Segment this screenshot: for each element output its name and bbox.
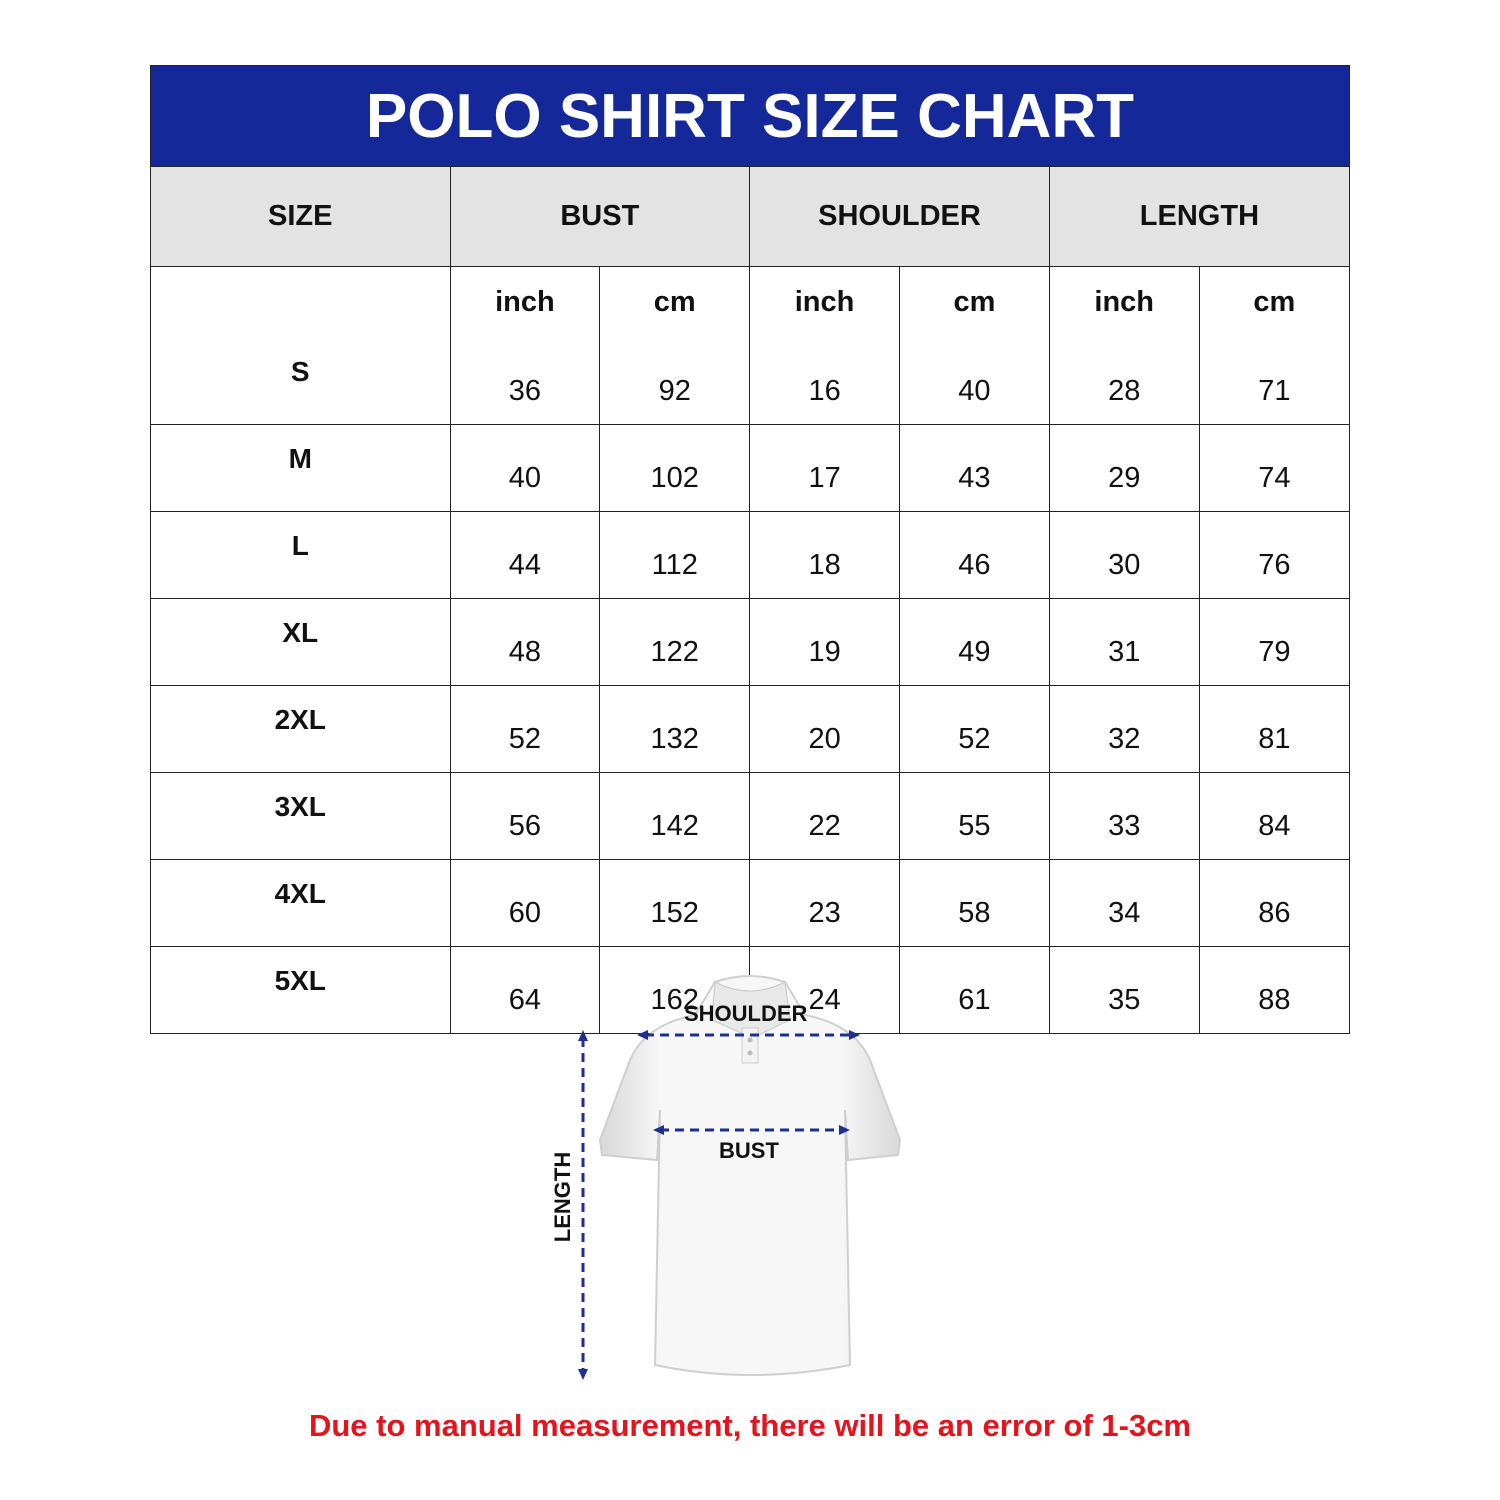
value-cell: 56: [449, 772, 601, 860]
header-length: LENGTH: [1048, 167, 1349, 267]
unit-cell: inch: [1048, 266, 1200, 338]
table-row: 4XL 60 152 23 58 34 86: [151, 859, 1349, 947]
size-cell: 4XL: [151, 859, 451, 947]
value-cell: 20: [749, 685, 900, 773]
shirt-collar: [711, 981, 791, 1039]
value-cell: 76: [1198, 511, 1349, 599]
table-row: S 36 92 16 40 28 71: [151, 338, 1349, 425]
value-cell: 28: [1048, 338, 1200, 425]
value-cell: 132: [599, 685, 751, 773]
value-cell: 43: [898, 424, 1050, 512]
value-cell: 71: [1198, 338, 1349, 425]
value-cell: 16: [749, 338, 900, 425]
value-cell: 142: [599, 772, 751, 860]
size-cell: M: [151, 424, 451, 512]
value-cell: 64: [449, 946, 601, 1033]
length-label: LENGTH: [550, 1151, 576, 1243]
table-row: 2XL 52 132 20 52 32 81: [151, 685, 1349, 773]
value-cell: 86: [1198, 859, 1349, 947]
header-bust: BUST: [449, 167, 751, 267]
value-cell: 61: [898, 946, 1050, 1033]
value-cell: 34: [1048, 859, 1200, 947]
unit-row: inch cm inch cm inch cm: [151, 266, 1349, 338]
value-cell: 19: [749, 598, 900, 686]
shirt-measurement-diagram: SHOULDER BUST LENGTH: [540, 960, 960, 1400]
unit-cell: inch: [449, 266, 601, 338]
value-cell: 32: [1048, 685, 1200, 773]
value-cell: 31: [1048, 598, 1200, 686]
value-cell: 92: [599, 338, 751, 425]
value-cell: 35: [1048, 946, 1200, 1033]
value-cell: 36: [449, 338, 601, 425]
value-cell: 74: [1198, 424, 1349, 512]
polo-shirt-illustration: [578, 975, 902, 1380]
value-cell: 23: [749, 859, 900, 947]
unit-blank: [151, 266, 451, 338]
size-cell: 2XL: [151, 685, 451, 773]
value-cell: 81: [1198, 685, 1349, 773]
bust-label: BUST: [719, 1138, 779, 1163]
table-row: M 40 102 17 43 29 74: [151, 424, 1349, 512]
value-cell: 48: [449, 598, 601, 686]
value-cell: 102: [599, 424, 751, 512]
unit-cell: cm: [898, 266, 1050, 338]
value-cell: 52: [449, 685, 601, 773]
table-row: XL 48 122 19 49 31 79: [151, 598, 1349, 686]
value-cell: 79: [1198, 598, 1349, 686]
value-cell: 122: [599, 598, 751, 686]
size-cell: 3XL: [151, 772, 451, 860]
value-cell: 40: [449, 424, 601, 512]
unit-cell: inch: [749, 266, 900, 338]
size-cell: 5XL: [151, 946, 451, 1033]
value-cell: 30: [1048, 511, 1200, 599]
value-cell: 88: [1198, 946, 1349, 1033]
size-cell: S: [151, 338, 451, 425]
size-chart: POLO SHIRT SIZE CHART SIZE BUST SHOULDER…: [150, 65, 1350, 1034]
table-row: 3XL 56 142 22 55 33 84: [151, 772, 1349, 860]
value-cell: 18: [749, 511, 900, 599]
size-table: SIZE BUST SHOULDER LENGTH inch cm inch c…: [151, 167, 1349, 1033]
value-cell: 44: [449, 511, 601, 599]
measurement-note: Due to manual measurement, there will be…: [308, 1408, 1192, 1443]
value-cell: 52: [898, 685, 1050, 773]
value-cell: 22: [749, 772, 900, 860]
unit-cell: cm: [1198, 266, 1349, 338]
chart-title: POLO SHIRT SIZE CHART: [151, 66, 1349, 167]
table-row: L 44 112 18 46 30 76: [151, 511, 1349, 599]
value-cell: 84: [1198, 772, 1349, 860]
value-cell: 40: [898, 338, 1050, 425]
value-cell: 49: [898, 598, 1050, 686]
value-cell: 55: [898, 772, 1050, 860]
value-cell: 33: [1048, 772, 1200, 860]
header-size: SIZE: [151, 167, 451, 267]
header-row: SIZE BUST SHOULDER LENGTH: [151, 167, 1349, 267]
size-cell: XL: [151, 598, 451, 686]
header-shoulder: SHOULDER: [749, 167, 1050, 267]
value-cell: 60: [449, 859, 601, 947]
size-cell: L: [151, 511, 451, 599]
value-cell: 29: [1048, 424, 1200, 512]
value-cell: 17: [749, 424, 900, 512]
value-cell: 112: [599, 511, 751, 599]
shoulder-label: SHOULDER: [684, 1001, 808, 1026]
value-cell: 46: [898, 511, 1050, 599]
value-cell: 152: [599, 859, 751, 947]
unit-cell: cm: [599, 266, 751, 338]
value-cell: 58: [898, 859, 1050, 947]
